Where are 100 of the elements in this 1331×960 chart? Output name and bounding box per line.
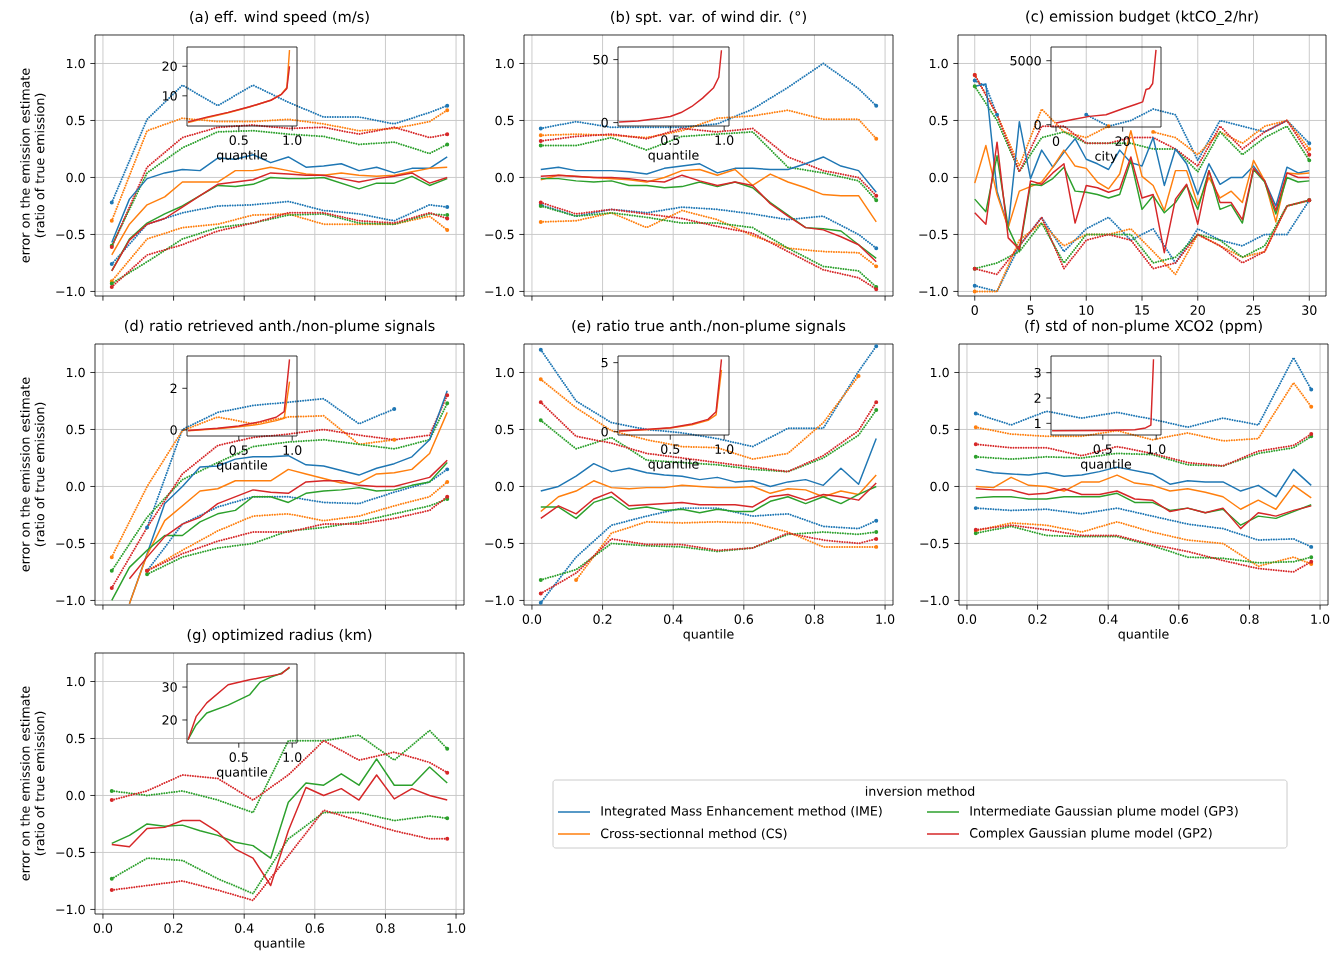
y-tick-label: 1.0 — [495, 367, 514, 378]
x-tick-label: 0.6 — [1169, 614, 1189, 624]
x-tick-label: 0.8 — [376, 923, 395, 933]
x-tick-label: 10 — [1079, 305, 1094, 315]
x-tick-label: 0.5 — [661, 444, 680, 454]
chart-title: (a) eff. wind speed (m/s) — [190, 10, 369, 26]
x-tick-label: 0.8 — [805, 614, 824, 624]
chart-title: (b) spt. var. of wind dir. (°) — [611, 10, 806, 26]
y-tick-label: 0.5 — [66, 733, 85, 744]
y-tick-label: 0.0 — [495, 172, 514, 183]
legend-label: Complex Gaussian plume model (GP2) — [969, 827, 1212, 841]
x-axis-title: quantile — [254, 938, 305, 951]
y-tick-label: −0.5 — [56, 538, 85, 549]
x-tick-label: 1.0 — [283, 135, 302, 145]
x-tick-label: 1.0 — [447, 923, 466, 933]
y-tick-label: 50 — [593, 54, 608, 65]
y-tick-label: −1.0 — [56, 286, 85, 297]
y-tick-label: 0.5 — [495, 115, 514, 126]
x-tick-label: 1.0 — [1311, 614, 1330, 624]
chart-title: (e) ratio true anth./non-plume signals — [572, 319, 846, 335]
y-tick-label: 30 — [162, 682, 177, 692]
y-axis-title: error on the emission estimate (ratio of true emission) — [20, 68, 46, 263]
x-tick-label: 0.5 — [229, 445, 248, 455]
x-tick-label: 1.0 — [1147, 444, 1166, 454]
y-tick-label: 0.0 — [66, 172, 85, 183]
y-tick-label: 0.5 — [495, 424, 514, 435]
y-tick-label: 5 — [601, 357, 608, 368]
y-tick-label: 10 — [162, 91, 177, 101]
x-tick-label: 15 — [1135, 305, 1149, 315]
x-tick-label: 30 — [1302, 305, 1317, 315]
x-tick-label: 5 — [1027, 305, 1034, 315]
y-tick-label: −0.5 — [56, 847, 85, 858]
x-axis-title: quantile — [648, 459, 699, 472]
chart-title: (d) ratio retrieved anth./non-plume signals — [125, 319, 435, 335]
legend-label: Cross-sectionnal method (CS) — [600, 828, 787, 840]
y-tick-label: −0.5 — [485, 538, 514, 549]
x-tick-label: 0.2 — [164, 923, 183, 933]
x-axis-title: quantile — [683, 629, 734, 642]
x-tick-label: 0.4 — [234, 923, 254, 933]
chart-title: (f) std of non-plume XCO2 (ppm) — [1025, 319, 1262, 335]
x-tick-label: 0.4 — [1099, 614, 1118, 624]
y-tick-label: −1.0 — [920, 595, 949, 606]
y-tick-label: 5000 — [1010, 55, 1041, 66]
y-tick-label: −1.0 — [56, 595, 85, 606]
y-tick-label: 0 — [601, 426, 608, 437]
y-tick-label: −1.0 — [56, 904, 85, 915]
chart-title: (g) optimized radius (km) — [187, 628, 372, 644]
y-tick-label: −0.5 — [919, 229, 948, 240]
y-tick-label: 1.0 — [66, 676, 85, 687]
x-tick-label: 0.8 — [1240, 614, 1259, 624]
y-tick-label: 1.0 — [929, 58, 948, 69]
y-tick-label: 1.0 — [66, 367, 85, 378]
y-tick-label: 0 — [601, 117, 608, 128]
x-tick-label: 0.0 — [93, 923, 113, 933]
y-tick-label: −0.5 — [485, 229, 514, 240]
y-tick-label: 1.0 — [930, 367, 949, 378]
y-tick-label: 0.0 — [66, 481, 85, 492]
x-tick-label: 20 — [1190, 305, 1205, 315]
x-axis-title: quantile — [648, 150, 699, 163]
y-tick-label: −1.0 — [485, 286, 514, 297]
x-tick-label: 1.0 — [876, 614, 895, 624]
legend-label: Integrated Mass Enhancement method (IME) — [601, 805, 882, 819]
y-tick-label: 20 — [162, 61, 177, 72]
x-tick-label: 0.5 — [229, 135, 248, 145]
x-tick-label: 0 — [1052, 136, 1060, 146]
x-tick-label: 25 — [1246, 305, 1261, 315]
y-axis-title: error on the emission estimate (ratio of true emission) — [20, 377, 46, 572]
x-tick-label: 0.6 — [305, 923, 325, 933]
x-tick-label: 1.0 — [715, 135, 734, 145]
chart-title: (c) emission budget (ktCO_2/hr) — [1026, 10, 1258, 25]
y-axis-title: error on the emission estimate (ratio of true emission) — [20, 686, 46, 881]
y-tick-label: 0.5 — [66, 115, 85, 126]
y-tick-label: −1.0 — [919, 286, 948, 297]
y-tick-label: 0.5 — [66, 424, 85, 435]
y-tick-label: 2 — [170, 383, 177, 393]
x-tick-label: 0.2 — [1028, 614, 1047, 624]
y-tick-label: 3 — [1034, 367, 1041, 378]
x-tick-label: 0.2 — [593, 614, 612, 624]
y-tick-label: 2 — [1034, 393, 1041, 403]
x-axis-title: quantile — [216, 767, 268, 780]
x-tick-label: 0.5 — [1093, 444, 1112, 454]
x-tick-label: 1.0 — [283, 445, 302, 455]
y-tick-label: 0 — [1034, 119, 1041, 130]
x-axis-title: quantile — [1118, 629, 1169, 642]
legend-title: inversion method — [865, 786, 975, 796]
legend-label: Intermediate Gaussian plume model (GP3) — [970, 805, 1238, 819]
y-tick-label: 0 — [170, 425, 177, 435]
y-tick-label: 1.0 — [66, 58, 85, 69]
x-tick-label: 0.0 — [522, 614, 542, 624]
y-tick-label: 0.5 — [929, 115, 948, 126]
y-tick-label: 20 — [162, 715, 177, 725]
x-tick-label: 0 — [971, 305, 978, 315]
x-axis-title: quantile — [216, 460, 268, 473]
y-tick-label: −0.5 — [56, 229, 85, 240]
x-axis-title: quantile — [1080, 459, 1132, 472]
y-tick-label: −1.0 — [485, 595, 514, 606]
x-tick-label: 0.0 — [957, 614, 977, 624]
y-tick-label: 0.0 — [930, 481, 949, 492]
y-tick-label: 1 — [1035, 418, 1041, 428]
y-tick-label: 0.0 — [66, 790, 85, 801]
